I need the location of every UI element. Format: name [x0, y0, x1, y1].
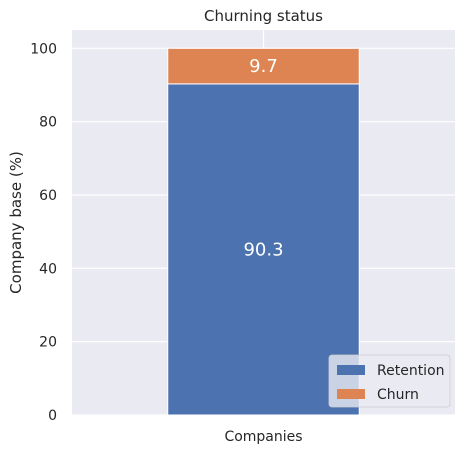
legend-label-retention: Retention	[377, 363, 445, 379]
y-tick-label: 40	[39, 261, 57, 277]
legend-swatch-retention	[337, 365, 365, 375]
legend: Retention Churn	[328, 354, 451, 408]
y-axis-label: Company base (%)	[7, 151, 25, 294]
bar-label-churn: 9.7	[249, 56, 278, 77]
y-tick-label: 0	[48, 408, 57, 424]
chart-title: Churning status	[204, 7, 323, 25]
y-tick-label: 80	[39, 115, 57, 131]
bar-label-retention: 90.3	[243, 239, 283, 260]
y-tick-label: 100	[30, 41, 57, 57]
axis-ticks: 0 20 40 60 80 100 Companies	[30, 41, 302, 445]
bars	[167, 47, 360, 416]
y-tick-label: 20	[39, 335, 57, 351]
y-tick-label: 60	[39, 188, 57, 204]
bar-labels: 90.3 9.7	[243, 56, 283, 260]
legend-label-churn: Churn	[377, 387, 419, 403]
bar-churn	[167, 47, 360, 85]
legend-swatch-churn	[337, 389, 365, 399]
x-tick-label: Companies	[224, 429, 302, 445]
